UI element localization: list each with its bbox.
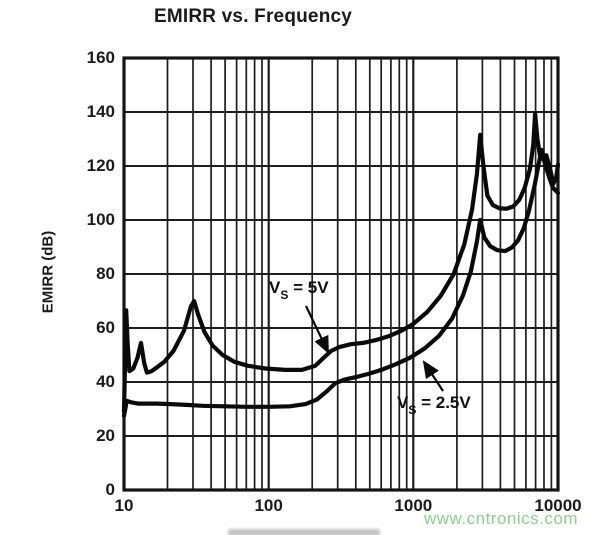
y-tick-label: 60: [96, 318, 115, 337]
y-tick-label: 20: [96, 426, 115, 445]
x-tick-label: 100: [254, 496, 283, 515]
y-tick-label: 80: [96, 264, 115, 283]
y-tick-label: 140: [86, 102, 115, 121]
x-tick-label: 1000: [394, 496, 433, 515]
y-tick-label: 120: [86, 156, 115, 175]
y-tick-label: 40: [96, 372, 115, 391]
y-tick-label: 100: [86, 210, 115, 229]
series-label: VS = 5V: [269, 278, 329, 303]
y-tick-label: 160: [86, 48, 115, 67]
watermark: www.cntronics.com: [424, 509, 578, 528]
series-label: VS = 2.5V: [397, 393, 471, 418]
y-tick-label: 0: [105, 480, 115, 499]
x-tick-label: 10000: [534, 496, 582, 515]
cropped-axis-label-smudge: [228, 529, 380, 535]
chart-title: EMIRR vs. Frequency: [153, 6, 353, 27]
x-tick-label: 10: [114, 496, 134, 515]
